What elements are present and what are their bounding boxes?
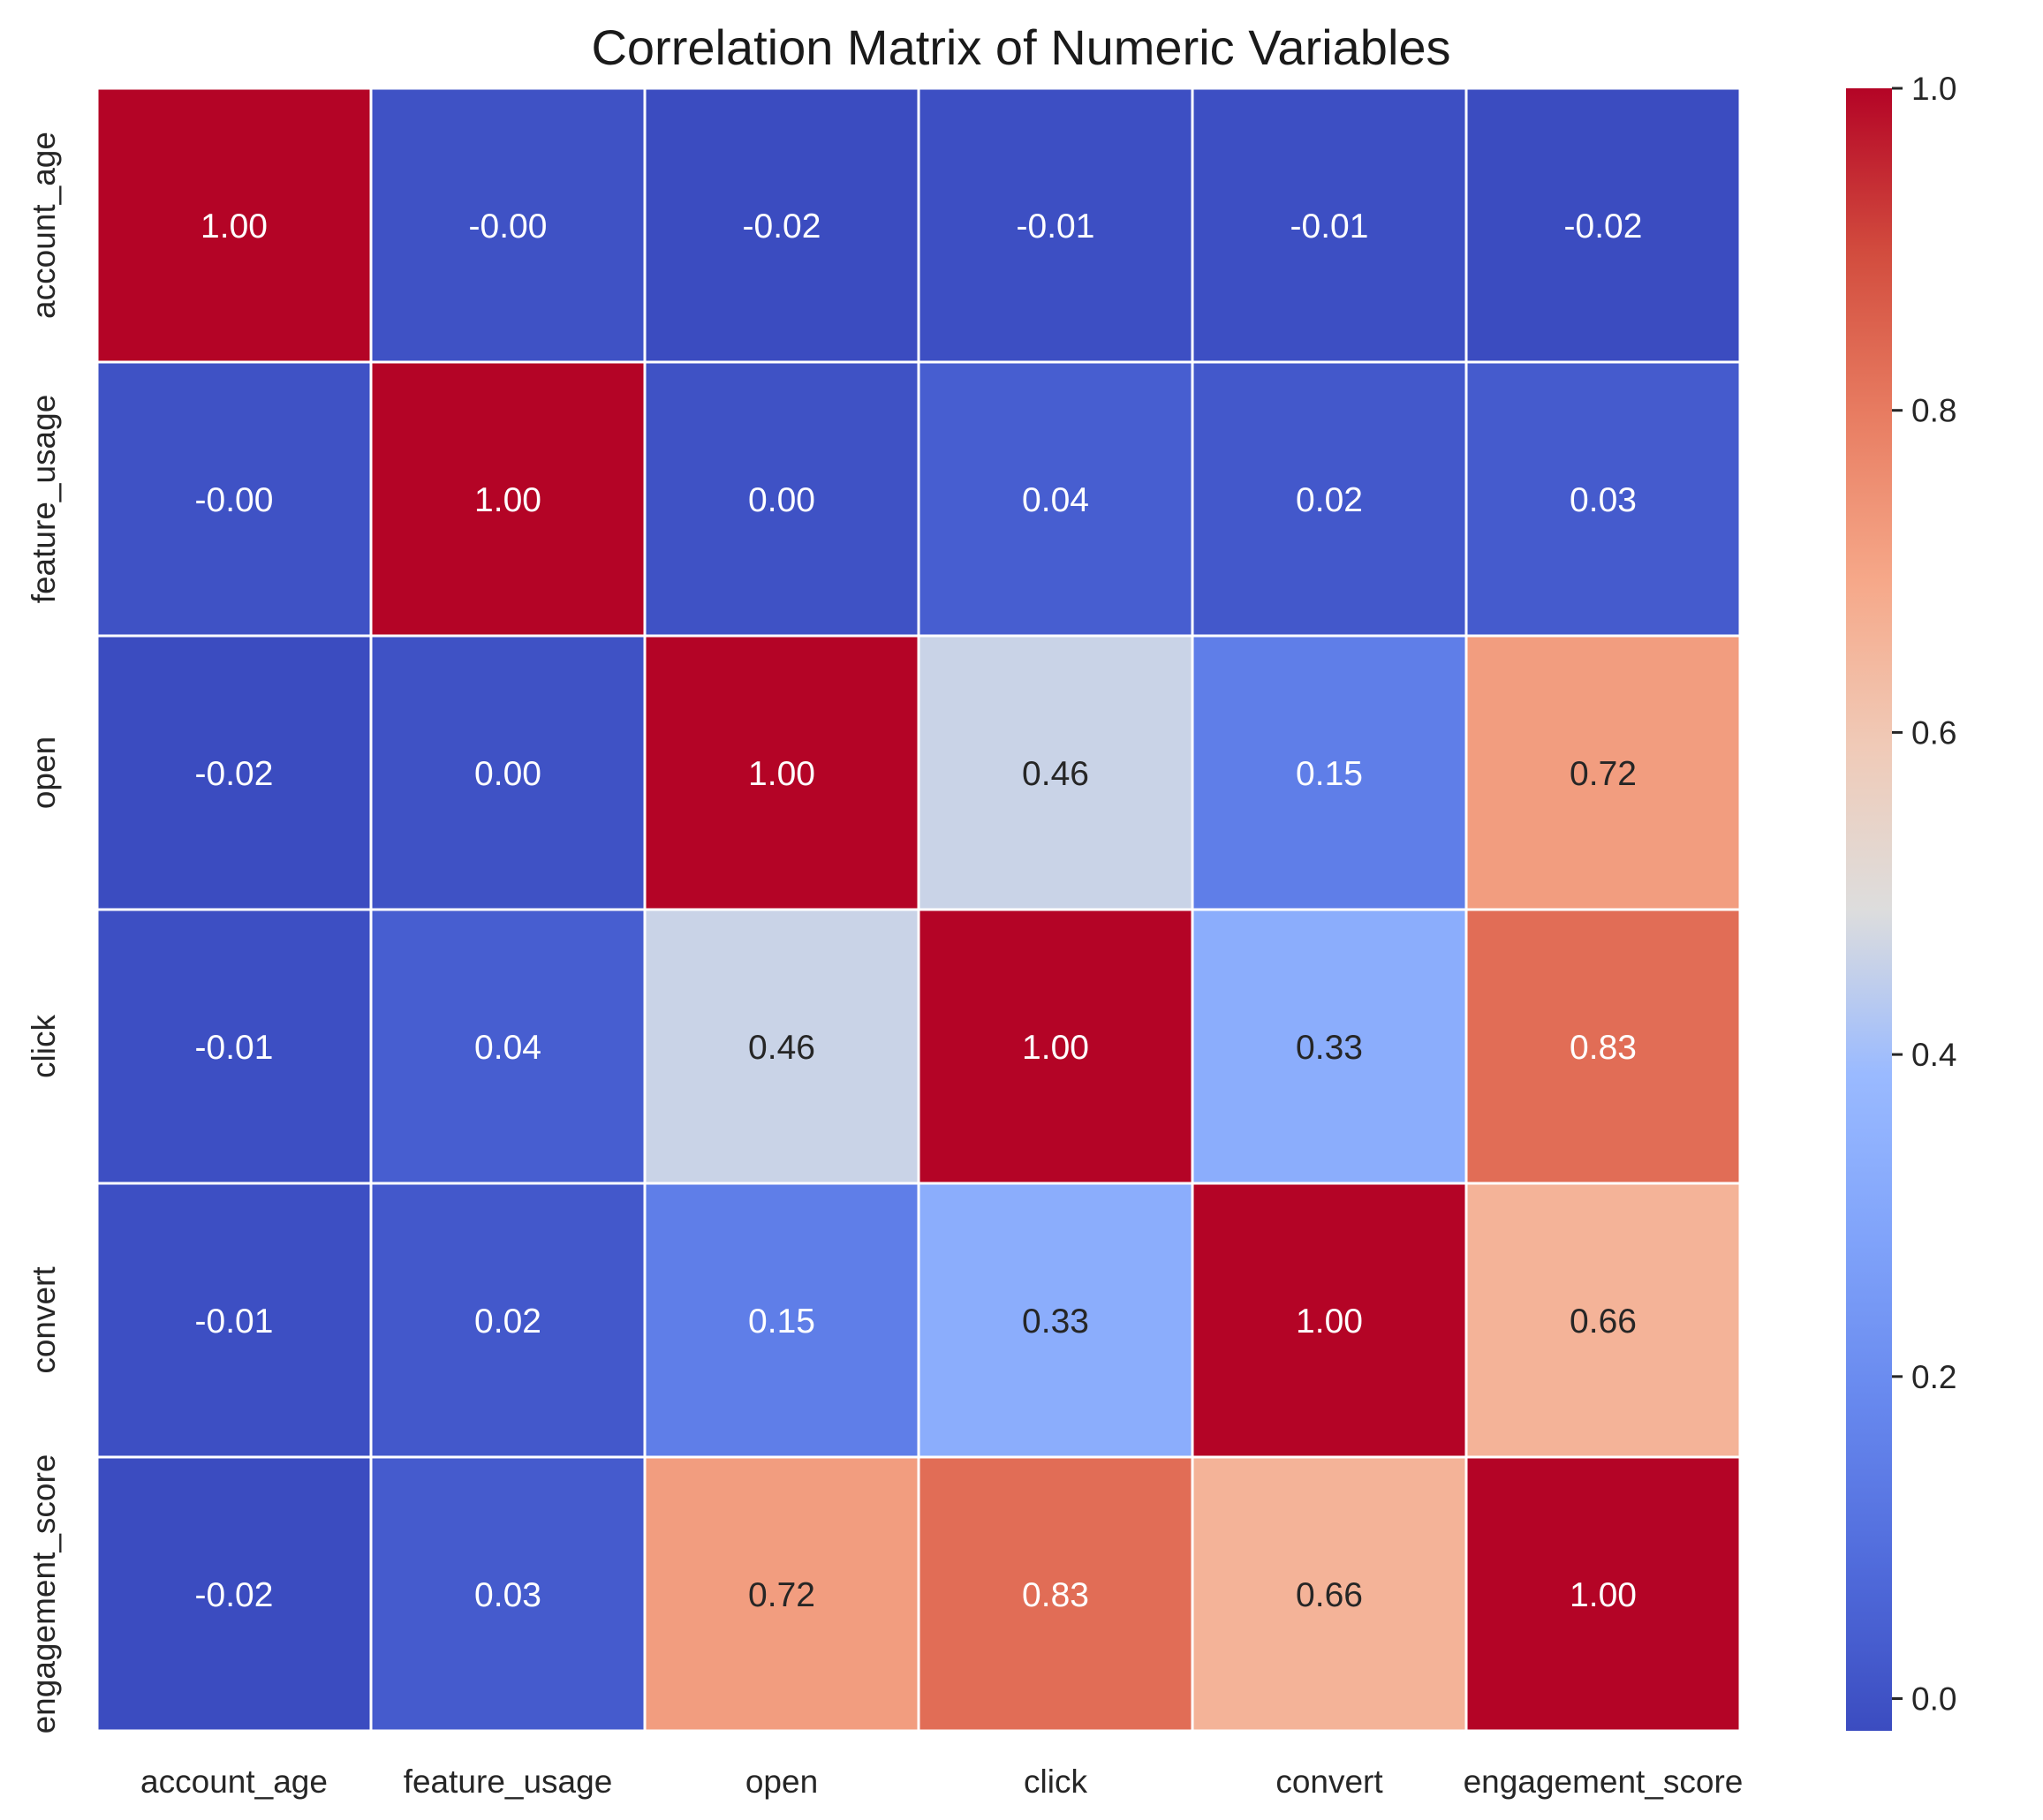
- heatmap-cell: [917, 634, 1194, 911]
- heatmap-cell: [1464, 634, 1742, 911]
- cell-value-label: -0.01: [1017, 208, 1095, 245]
- cell-value-label: 0.00: [474, 755, 541, 793]
- cell-value-label: 0.33: [1022, 1303, 1089, 1340]
- cell-value-label: 0.33: [1296, 1029, 1363, 1067]
- cell-value-label: 0.46: [748, 1029, 815, 1067]
- cell-value-label: 0.04: [1022, 481, 1089, 519]
- cell-value-label: -0.02: [743, 208, 821, 245]
- heatmap-cell: [1464, 360, 1742, 638]
- colorbar-tick-label: 0.4: [1911, 1037, 1956, 1073]
- y-tick-label: convert: [26, 1266, 62, 1374]
- colorbar-tick-label: 0.6: [1911, 714, 1956, 751]
- heatmap-cell: [643, 1182, 920, 1459]
- cell-value-label: -0.01: [195, 1303, 274, 1340]
- y-tick-label: account_age: [26, 132, 62, 319]
- heatmap-cell: [643, 634, 920, 911]
- cell-value-label: 0.00: [748, 481, 815, 519]
- colorbar-tick-label: 0.8: [1911, 393, 1956, 429]
- colorbar-tick-label: 0.2: [1911, 1359, 1956, 1395]
- cell-value-label: 0.72: [748, 1576, 815, 1614]
- chart-title: Correlation Matrix of Numeric Variables: [591, 19, 1450, 75]
- heatmap-cell: [1464, 1182, 1742, 1459]
- cell-value-label: -0.02: [195, 755, 274, 793]
- colorbar-tick-label: 1.0: [1911, 71, 1956, 107]
- heatmap-cell: [369, 87, 647, 364]
- heatmap-cell: [95, 634, 373, 911]
- cell-value-label: -0.00: [195, 481, 274, 519]
- colorbar: 0.0 0.2 0.4 0.6 0.8 1.0: [1846, 71, 1956, 1731]
- cell-value-label: 1.00: [748, 755, 815, 793]
- cell-value-label: 0.15: [1296, 755, 1363, 793]
- x-tick-label: engagement_score: [1464, 1763, 1744, 1800]
- y-tick-label: open: [26, 736, 62, 809]
- heatmap-cell: [643, 87, 920, 364]
- cell-value-label: 0.03: [1570, 481, 1637, 519]
- cell-value-label: 0.83: [1570, 1029, 1637, 1067]
- heatmap-cell: [1191, 1455, 1468, 1733]
- heatmap-cell: [917, 360, 1194, 638]
- heatmap-cell: [1191, 87, 1468, 364]
- cell-value-label: -0.01: [1290, 208, 1369, 245]
- cell-value-label: -0.02: [195, 1576, 274, 1614]
- heatmap-cell: [95, 908, 373, 1185]
- y-tick-label: engagement_score: [26, 1454, 62, 1734]
- cell-value-label: 1.00: [1296, 1303, 1363, 1340]
- x-tick-label: feature_usage: [404, 1763, 613, 1800]
- heatmap-cell: [95, 1182, 373, 1459]
- cell-value-label: 0.02: [1296, 481, 1363, 519]
- heatmap-cell: [643, 908, 920, 1185]
- heatmap-cell: [1191, 908, 1468, 1185]
- y-tick-label: click: [26, 1015, 62, 1078]
- cell-value-label: 0.66: [1296, 1576, 1363, 1614]
- y-tick-label: feature_usage: [26, 395, 62, 604]
- cell-value-label: 0.72: [1570, 755, 1637, 793]
- cell-value-label: 0.04: [474, 1029, 541, 1067]
- heatmap-cell: [1464, 87, 1742, 364]
- cell-value-label: 1.00: [201, 208, 268, 245]
- x-tick-label: open: [745, 1763, 818, 1800]
- heatmap-cell: [369, 360, 647, 638]
- heatmap-cell: [1191, 634, 1468, 911]
- heatmap-cell: [1464, 1455, 1742, 1733]
- heatmap-cells: 1.00 -0.00 -0.02 -0.01 -0.01 -0.02 -0.00 1.00 0.…: [95, 87, 1742, 1733]
- x-tick-label: account_age: [140, 1763, 328, 1800]
- cell-value-label: -0.00: [469, 208, 548, 245]
- heatmap-cell: [917, 908, 1194, 1185]
- heatmap-cell: [95, 87, 373, 364]
- x-tick-label: click: [1024, 1763, 1087, 1800]
- x-axis-ticks: account_age feature_usage open click convert…: [140, 1763, 1743, 1800]
- cell-value-label: 1.00: [1570, 1576, 1637, 1614]
- heatmap-cell: [1464, 908, 1742, 1185]
- cell-value-label: 0.02: [474, 1303, 541, 1340]
- cell-value-label: -0.02: [1564, 208, 1643, 245]
- heatmap-cell: [1191, 1182, 1468, 1459]
- colorbar-tick-label: 0.0: [1911, 1681, 1956, 1718]
- colorbar-gradient: [1846, 88, 1892, 1731]
- heatmap-cell: [369, 634, 647, 911]
- cell-value-label: 0.83: [1022, 1576, 1089, 1614]
- cell-value-label: 0.46: [1022, 755, 1089, 793]
- colorbar-ticks: 0.0 0.2 0.4 0.6 0.8 1.0: [1892, 71, 1956, 1718]
- cell-value-label: -0.01: [195, 1029, 274, 1067]
- heatmap-cell: [917, 1455, 1194, 1733]
- cell-value-label: 0.03: [474, 1576, 541, 1614]
- cell-value-label: 0.15: [748, 1303, 815, 1340]
- heatmap-cell: [917, 87, 1194, 364]
- heatmap-cell: [917, 1182, 1194, 1459]
- cell-value-label: 0.66: [1570, 1303, 1637, 1340]
- x-tick-label: convert: [1275, 1763, 1383, 1800]
- heatmap-cell: [369, 908, 647, 1185]
- heatmap-cell: [95, 1455, 373, 1733]
- cell-value-label: 1.00: [1022, 1029, 1089, 1067]
- cell-value-label: 1.00: [474, 481, 541, 519]
